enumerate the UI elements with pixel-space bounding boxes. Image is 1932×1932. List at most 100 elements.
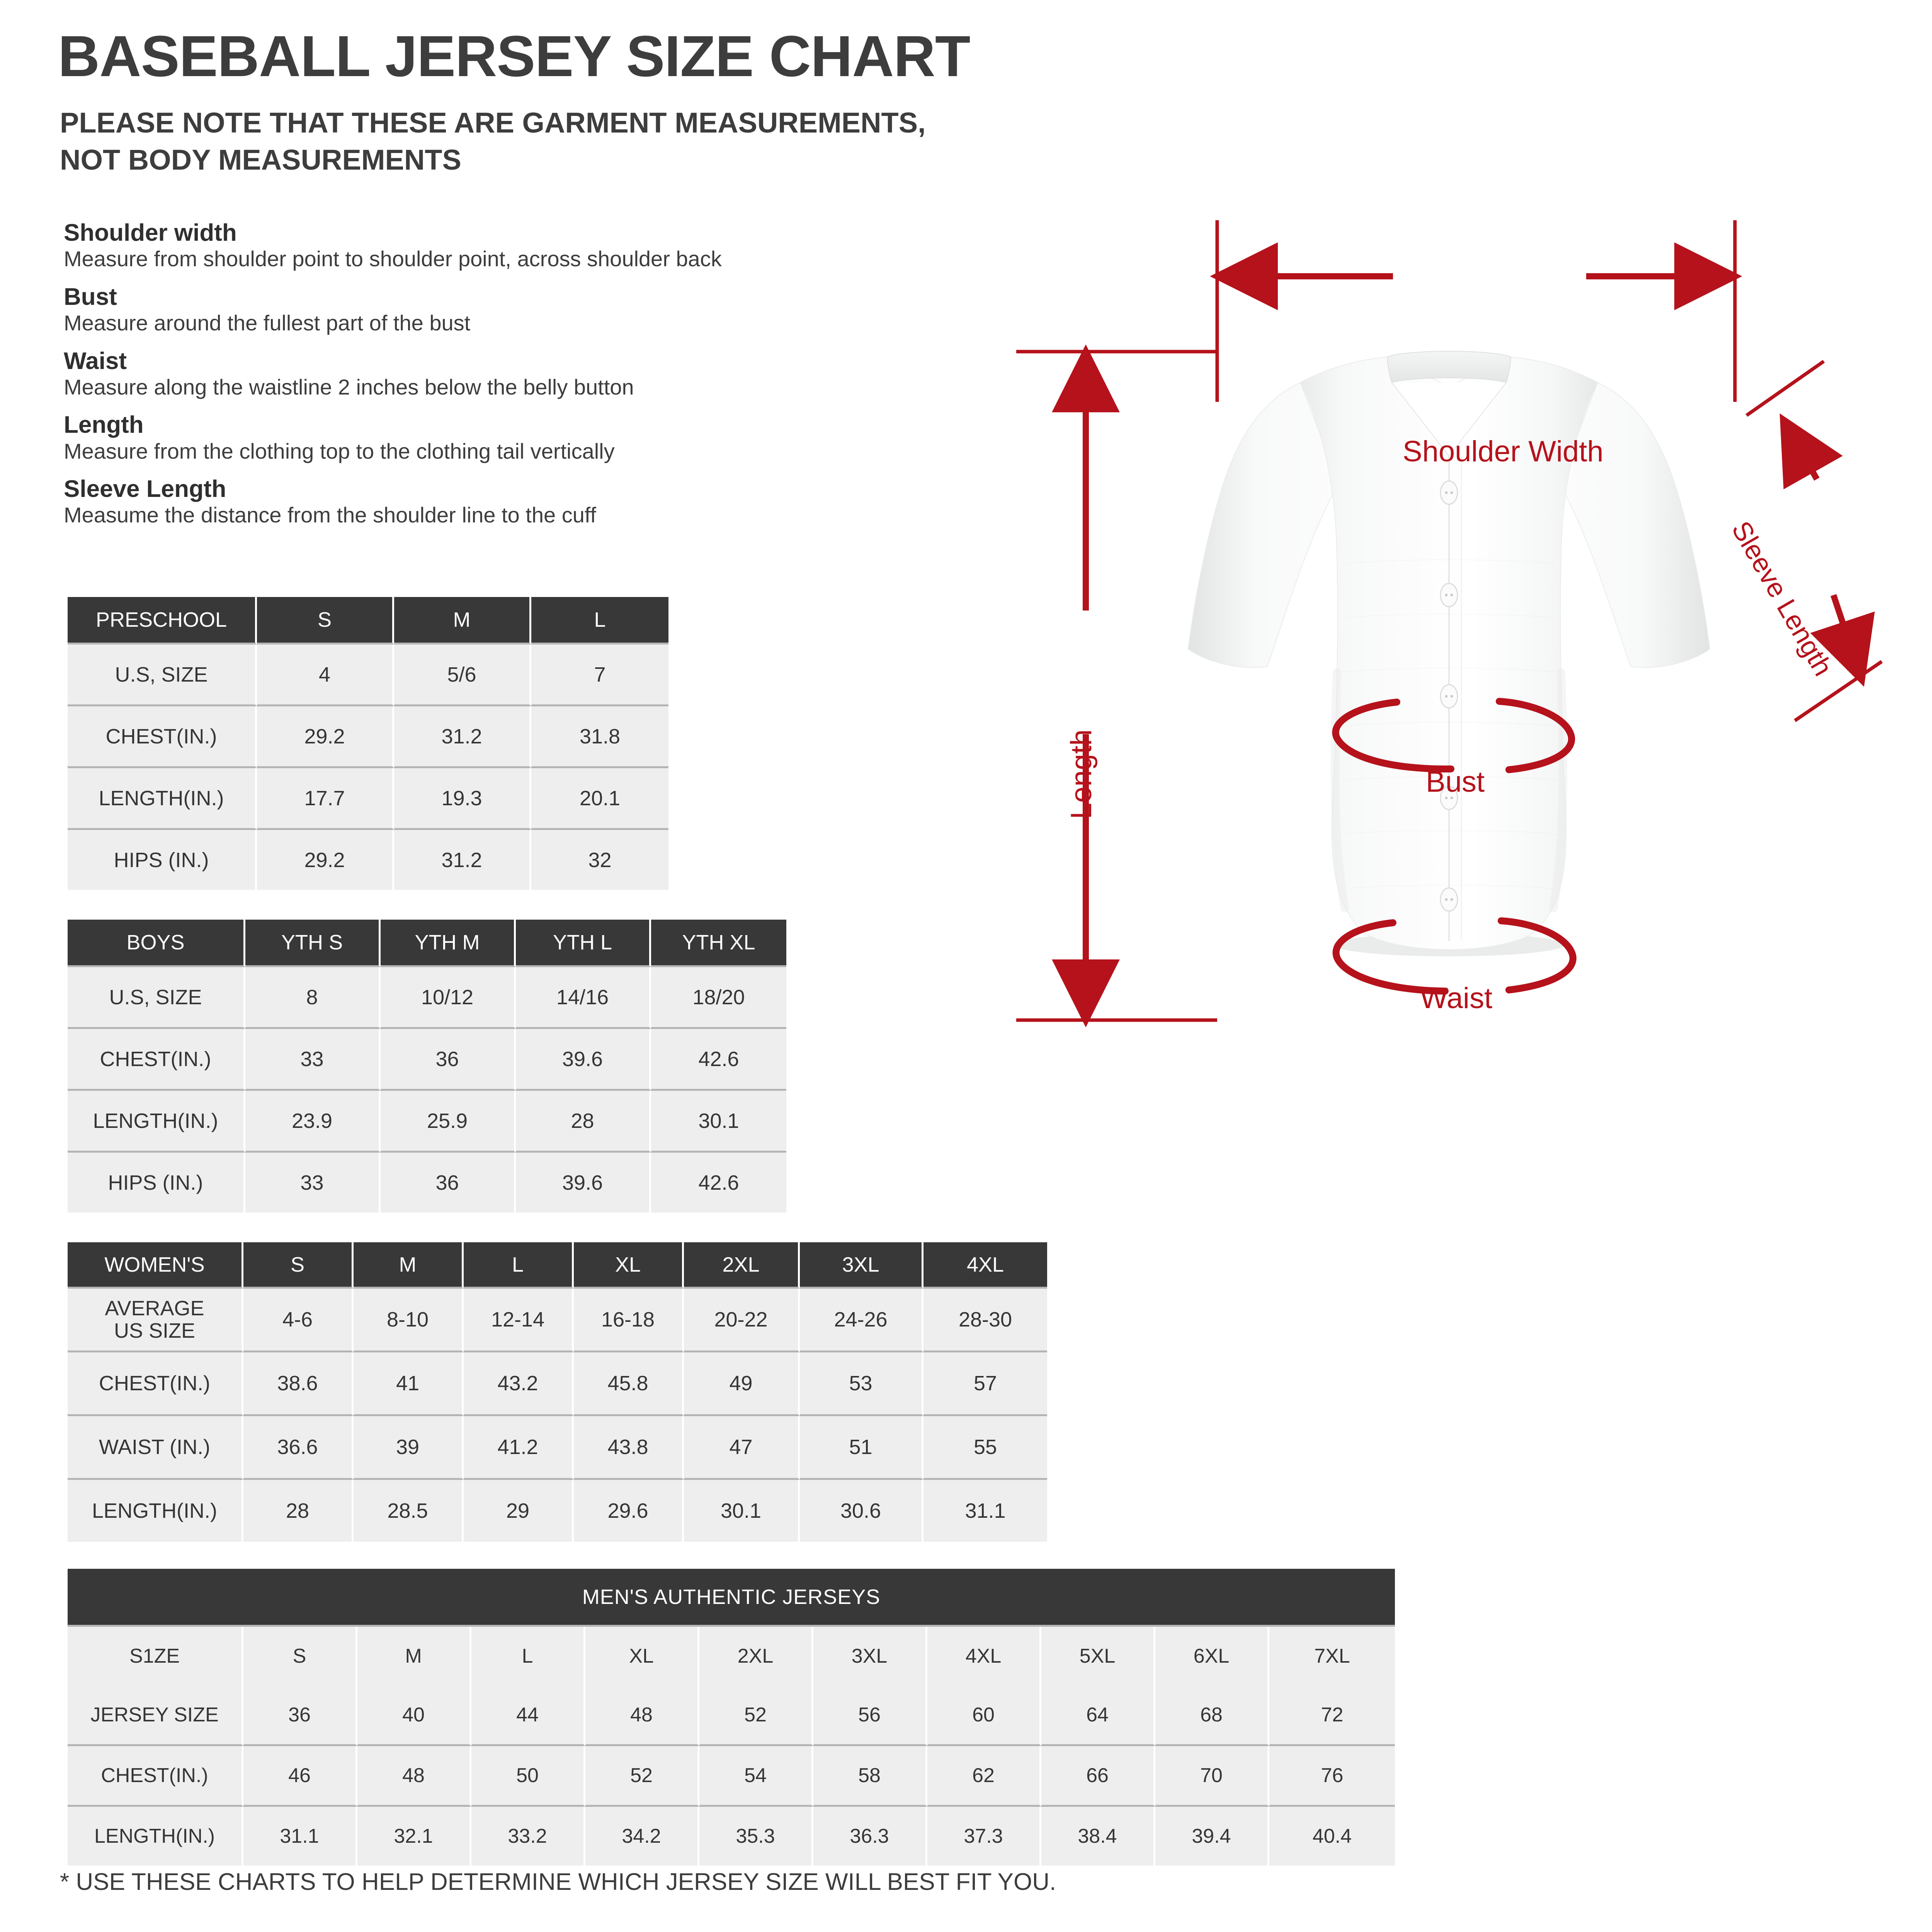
- table-cell: 28-30: [923, 1289, 1047, 1352]
- definition-description: Measure from shoulder point to shoulder …: [64, 247, 722, 271]
- table-cell: 33: [245, 1153, 381, 1213]
- table-cell: 39.6: [516, 1153, 651, 1213]
- column-header: PRESCHOOL: [68, 597, 257, 645]
- bust-measure-curve-right: [1496, 698, 1575, 773]
- column-header: S: [243, 1627, 357, 1685]
- column-header: S1ZE: [68, 1627, 243, 1685]
- table-cell: 47: [684, 1416, 800, 1480]
- preschool-size-table: PRESCHOOL S M L U.S, SIZE 4 5/6 7 CHEST(…: [68, 597, 668, 890]
- sleeve-length-arrow-upper: [1779, 413, 1843, 490]
- waist-label: Waist: [1420, 982, 1493, 1015]
- page-subtitle: PLEASE NOTE THAT THESE ARE GARMENT MEASU…: [60, 104, 1142, 179]
- table-cell: 24-26: [800, 1289, 923, 1352]
- column-header: 3XL: [800, 1242, 923, 1289]
- row-label: LENGTH(IN.): [68, 768, 257, 830]
- row-label: CHEST(IN.): [68, 706, 257, 768]
- column-header: 3XL: [813, 1627, 927, 1685]
- table-cell: 31.2: [394, 830, 531, 890]
- table-cell: 52: [585, 1746, 699, 1807]
- page-title: BASEBALL JERSEY SIZE CHART: [58, 24, 971, 88]
- row-label: CHEST(IN.): [68, 1746, 243, 1807]
- table-cell: 56: [813, 1685, 927, 1746]
- column-header: M: [354, 1242, 464, 1289]
- table-cell: 32: [531, 830, 668, 890]
- column-header: L: [471, 1627, 585, 1685]
- table-cell: 54: [699, 1746, 813, 1807]
- column-header: 7XL: [1269, 1627, 1395, 1685]
- sleeve-length-top-tick: [1745, 360, 1825, 417]
- table-cell: 43.2: [464, 1352, 574, 1416]
- button: [1440, 583, 1458, 607]
- column-header: XL: [574, 1242, 684, 1289]
- table-cell: 30.1: [651, 1091, 786, 1153]
- button: [1440, 684, 1458, 709]
- table-cell: 76: [1269, 1746, 1395, 1807]
- column-header: M: [357, 1627, 471, 1685]
- boys-size-table: BOYS YTH S YTH M YTH L YTH XL U.S, SIZE …: [68, 920, 786, 1213]
- column-header: YTH XL: [651, 920, 786, 967]
- table-cell: 8: [245, 967, 381, 1029]
- table-cell: 42.6: [651, 1153, 786, 1213]
- footnote-text: * USE THESE CHARTS TO HELP DETERMINE WHI…: [60, 1869, 1056, 1895]
- jersey-illustration-svg: [1016, 220, 1883, 1027]
- jersey-right-sleeve: [1558, 382, 1711, 668]
- column-header: S: [257, 597, 394, 645]
- column-header: L: [531, 597, 668, 645]
- table-cell: 18/20: [651, 967, 786, 1029]
- table-cell: 31.1: [243, 1807, 357, 1866]
- subtitle-line-2: NOT BODY MEASUREMENTS: [60, 144, 461, 176]
- column-header: YTH L: [516, 920, 651, 967]
- definition-term: Bust: [64, 283, 117, 310]
- table-cell: 5/6: [394, 645, 531, 706]
- table-header-row: BOYS YTH S YTH M YTH L YTH XL: [68, 920, 786, 967]
- definition-waist: Waist Measure along the waistline 2 inch…: [64, 349, 1010, 400]
- table-cell: 53: [800, 1352, 923, 1416]
- table-cell: 29.6: [574, 1480, 684, 1542]
- table-cell: 38.4: [1041, 1807, 1155, 1866]
- table-cell: 19.3: [394, 768, 531, 830]
- length-label: Length: [1065, 729, 1098, 819]
- column-header: YTH S: [245, 920, 381, 967]
- table-cell: 20.1: [531, 768, 668, 830]
- table-cell: 36: [381, 1153, 516, 1213]
- definition-term: Length: [64, 412, 144, 439]
- table-cell: 36: [381, 1029, 516, 1091]
- subtitle-line-1: PLEASE NOTE THAT THESE ARE GARMENT MEASU…: [60, 107, 926, 139]
- jersey-collar: [1386, 351, 1512, 383]
- column-header: 4XL: [927, 1627, 1041, 1685]
- button: [1440, 480, 1458, 505]
- table-cell: 30.6: [800, 1480, 923, 1542]
- measurement-definitions: Shoulder width Measure from shoulder poi…: [64, 220, 1010, 541]
- table-row: CHEST(IN.) 46 48 50 52 54 58 62 66 70 76: [68, 1746, 1395, 1807]
- table-row: LENGTH(IN.) 28 28.5 29 29.6 30.1 30.6 31…: [68, 1480, 1047, 1542]
- table-cell: 29: [464, 1480, 574, 1542]
- table-cell: 36: [243, 1685, 357, 1746]
- table-cell: 37.3: [927, 1807, 1041, 1866]
- table-cell: 39.4: [1155, 1807, 1269, 1866]
- table-cell: 30.1: [684, 1480, 800, 1542]
- table-row: U.S, SIZE 4 5/6 7: [68, 645, 668, 706]
- table-cell: 40: [357, 1685, 471, 1746]
- table-cell: 62: [927, 1746, 1041, 1807]
- table-cell: 41: [354, 1352, 464, 1416]
- row-label: LENGTH(IN.): [68, 1480, 243, 1542]
- table-cell: 34.2: [585, 1807, 699, 1866]
- table-cell: 39.6: [516, 1029, 651, 1091]
- column-header: 5XL: [1041, 1627, 1155, 1685]
- sleeve-length-arrow-lower: [1810, 594, 1875, 687]
- column-header: 2XL: [684, 1242, 800, 1289]
- column-header: S: [243, 1242, 354, 1289]
- row-label: CHEST(IN.): [68, 1029, 245, 1091]
- table-row: WAIST (IN.) 36.6 39 41.2 43.8 47 51 55: [68, 1416, 1047, 1480]
- table-cell: 8-10: [354, 1289, 464, 1352]
- table-cell: 35.3: [699, 1807, 813, 1866]
- waist-measure-curve-left: [1332, 919, 1449, 995]
- table-cell: 52: [699, 1685, 813, 1746]
- definition-term: Waist: [64, 347, 127, 374]
- table-cell: 17.7: [257, 768, 394, 830]
- table-cell: 31.1: [923, 1480, 1047, 1542]
- mens-authentic-jerseys-table: MEN'S AUTHENTIC JERSEYS S1ZE S M L XL 2X…: [68, 1569, 1395, 1866]
- table-row: CHEST(IN.) 38.6 41 43.2 45.8 49 53 57: [68, 1352, 1047, 1416]
- table-cell: 41.2: [464, 1416, 574, 1480]
